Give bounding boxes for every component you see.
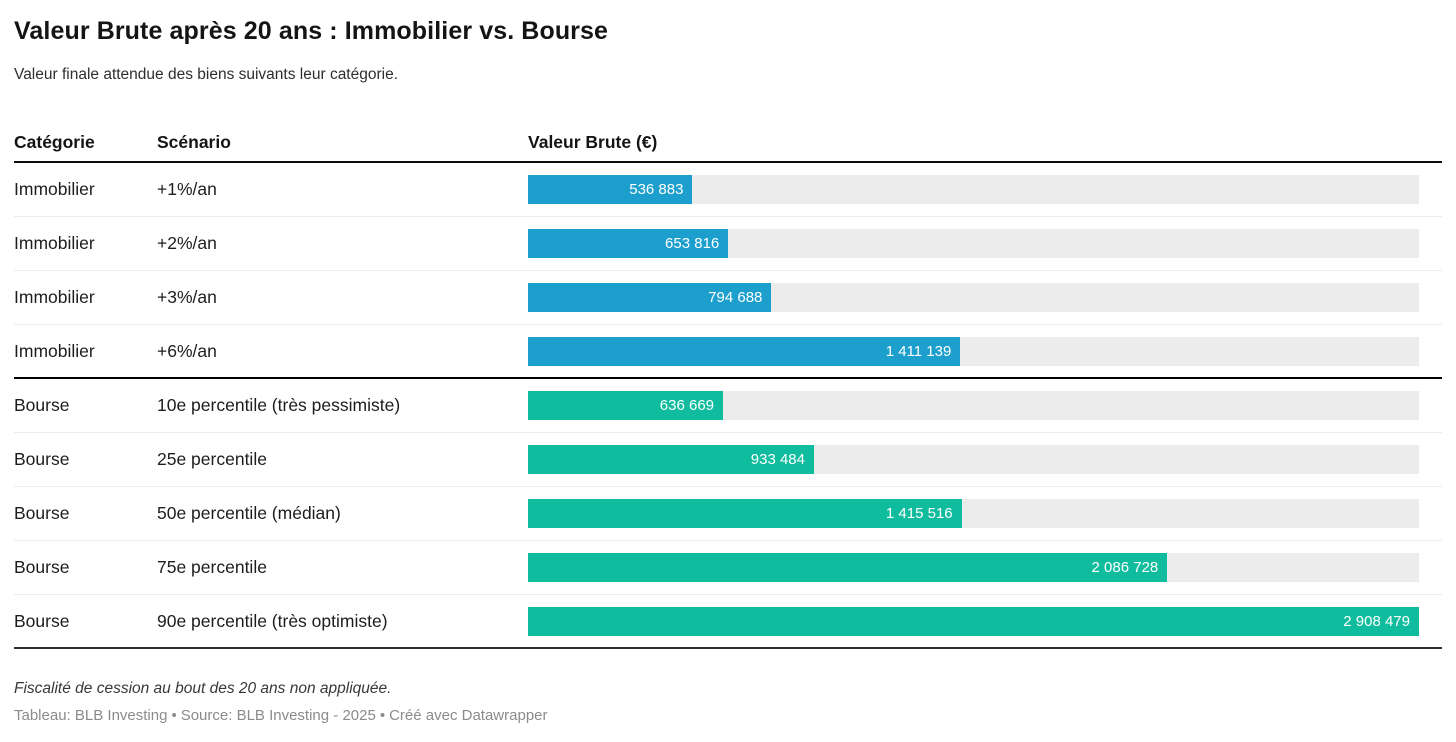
table-row: Bourse 50e percentile (médian) 1 415 516 (14, 487, 1442, 541)
value-bar: 536 883 (528, 175, 693, 204)
bar-cell: 2 908 479 (528, 606, 1442, 636)
table-row: Bourse 90e percentile (très optimiste) 2 9… (14, 595, 1442, 649)
bar-track: 1 411 139 (528, 336, 1419, 366)
category-cell: Bourse (14, 449, 70, 469)
bar-track: 2 908 479 (528, 606, 1419, 636)
footer-note: Fiscalité de cession au bout des 20 ans … (14, 680, 392, 697)
table-row: Bourse 25e percentile 933 484 (14, 433, 1442, 487)
table-row: Immobilier +1%/an 536 883 (14, 163, 1442, 217)
column-header-category: Catégorie (14, 132, 95, 152)
chart-container: Valeur Brute après 20 ans : Immobilier v… (0, 16, 1456, 725)
category-cell: Bourse (14, 395, 70, 415)
category-cell: Immobilier (14, 287, 95, 307)
bar-cell: 1 415 516 (528, 499, 1442, 528)
table-header: Catégorie Scénario Valeur Brute (€) (14, 124, 1442, 163)
bar-value-label: 653 816 (665, 235, 720, 252)
category-cell: Bourse (14, 557, 70, 577)
bar-track: 933 484 (528, 445, 1419, 474)
value-bar: 636 669 (528, 391, 724, 420)
scenario-cell: +6%/an (157, 340, 217, 361)
chart-title: Valeur Brute après 20 ans : Immobilier v… (14, 17, 609, 45)
value-bar: 794 688 (528, 283, 772, 312)
credit-source: Source: BLB Investing - 2025 (180, 707, 376, 724)
bar-cell: 794 688 (528, 283, 1442, 312)
bar-track: 636 669 (528, 391, 1419, 420)
bar-track: 794 688 (528, 283, 1419, 312)
scenario-cell: +2%/an (157, 233, 217, 253)
bar-cell: 933 484 (528, 445, 1442, 474)
category-cell: Immobilier (14, 179, 95, 199)
bar-value-label: 636 669 (659, 397, 715, 414)
scenario-cell: 25e percentile (157, 449, 267, 469)
table-row: Bourse 10e percentile (très pessimiste) 63… (14, 379, 1442, 433)
value-bar: 2 086 728 (528, 553, 1168, 582)
bar-cell: 536 883 (528, 175, 1442, 204)
bar-value-label: 1 411 139 (885, 342, 952, 360)
bar-cell: 636 669 (528, 391, 1442, 420)
scenario-cell: +1%/an (157, 179, 217, 199)
footer-credits: Tableau: BLB Investing • Source: BLB Inves… (14, 707, 1442, 725)
table-row: Immobilier +3%/an 794 688 (14, 271, 1442, 325)
bar-value-label: 536 883 (629, 181, 684, 198)
bar-value-label: 1 415 516 (885, 505, 953, 522)
scenario-cell: 50e percentile (médian) (157, 503, 341, 523)
bar-cell: 1 411 139 (528, 336, 1442, 366)
bar-value-label: 933 484 (750, 451, 805, 468)
category-cell: Immobilier (14, 340, 95, 361)
credit-separator: • (171, 707, 177, 724)
bar-track: 536 883 (528, 175, 1419, 204)
scenario-cell: 75e percentile (157, 557, 267, 577)
value-bar: 1 411 139 (528, 336, 961, 366)
table-row: Immobilier +2%/an 653 816 (14, 217, 1442, 271)
bar-track: 1 415 516 (528, 499, 1419, 528)
value-bar: 933 484 (528, 445, 814, 474)
chart-subtitle: Valeur finale attendue des biens suivant… (14, 66, 399, 83)
category-cell: Bourse (14, 610, 70, 631)
credit-datawrapper-link[interactable]: Créé avec Datawrapper (389, 707, 548, 724)
bar-cell: 2 086 728 (528, 553, 1442, 582)
scenario-cell: +3%/an (157, 287, 217, 307)
bar-cell: 653 816 (528, 229, 1442, 258)
bar-track: 2 086 728 (528, 553, 1419, 582)
credit-separator: • (379, 707, 386, 724)
bar-track: 653 816 (528, 229, 1419, 258)
value-bar: 1 415 516 (528, 499, 962, 528)
column-header-scenario: Scénario (157, 132, 231, 152)
bar-value-label: 2 908 479 (1343, 612, 1410, 630)
credit-tableau: Tableau: BLB Investing (14, 707, 168, 724)
scenario-cell: 90e percentile (très optimiste) (157, 610, 388, 631)
table-row: Bourse 75e percentile 2 086 728 (14, 541, 1442, 595)
table-row: Immobilier +6%/an 1 411 139 (14, 325, 1442, 379)
column-header-value: Valeur Brute (€) (528, 132, 658, 152)
scenario-cell: 10e percentile (très pessimiste) (157, 395, 401, 415)
bar-value-label: 794 688 (708, 289, 763, 306)
value-bar: 653 816 (528, 229, 729, 258)
category-cell: Bourse (14, 503, 70, 523)
category-cell: Immobilier (14, 233, 95, 253)
value-bar: 2 908 479 (528, 606, 1419, 636)
bar-value-label: 2 086 728 (1091, 559, 1159, 576)
table-body: Immobilier +1%/an 536 883 Immobilier +2%/an 6… (14, 163, 1442, 649)
